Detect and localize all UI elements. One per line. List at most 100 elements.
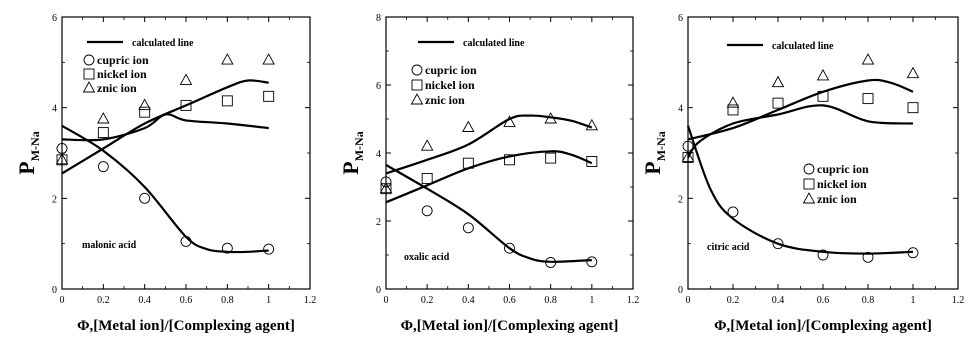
triangle-point (861, 53, 875, 65)
chart-panel-2: 0 0.2 0.4 0.6 0.8 1 1.2 0 2 4 6 8 Φ,[Metal ion]/[Com… (338, 13, 639, 334)
x-tick-label: 0 (384, 295, 389, 306)
triangle-point (379, 181, 393, 194)
x-tick-label: 0 (686, 295, 691, 306)
x-tick-label: 1 (266, 295, 271, 306)
square-point (682, 152, 694, 163)
square-point (772, 97, 784, 109)
triangle-legend-icon (82, 81, 96, 93)
x-tick-label: 0.4 (462, 295, 475, 306)
circle-point (727, 206, 739, 218)
triangle-point (55, 152, 69, 165)
triangle-point (262, 53, 275, 65)
square-point (263, 90, 275, 102)
triangle-point (544, 112, 557, 124)
square-point (907, 102, 919, 114)
calculated-curve-3 (61, 79, 269, 175)
x-tick-label: 0.2 (97, 295, 110, 306)
x-tick-label: 1.2 (627, 295, 640, 306)
y-tick-label: 6 (376, 81, 381, 92)
circle-point (180, 235, 192, 247)
square-point (862, 93, 874, 105)
circle-point (586, 256, 598, 268)
triangle-point (97, 112, 110, 124)
square-point (380, 183, 392, 195)
square-point (421, 173, 433, 184)
x-tick-label: 0 (60, 295, 65, 306)
acid-annotation: malonic acid (82, 240, 137, 251)
calculated-curve-1 (686, 125, 914, 255)
calculated-curve-2 (61, 113, 269, 142)
calculated-curve-2 (385, 114, 593, 175)
legend-label: nickel ion (425, 78, 475, 92)
calculated-curve-1 (385, 163, 592, 263)
triangle-legend-icon (802, 192, 816, 204)
legend-item-triangle: znic ion (82, 81, 137, 95)
circle-point (817, 249, 829, 261)
x-tick-label: 0.4 (138, 295, 151, 306)
triangle-point (726, 96, 740, 108)
calculated-curve-1 (61, 124, 269, 254)
circle-legend-icon (83, 54, 95, 66)
triangle-point (906, 66, 920, 79)
square-legend-icon (803, 178, 815, 190)
x-tick-label: 0.8 (862, 295, 875, 306)
x-tick-label: 0.8 (221, 295, 234, 306)
chart-panel-1: 0 0.2 0.4 0.6 0.8 1 1.2 0 2 4 6 Φ,[Metal ion]/[Comp… (14, 13, 316, 334)
square-point (221, 95, 233, 107)
triangle-point (179, 73, 193, 85)
circle-point (221, 242, 233, 254)
square-point (504, 154, 515, 166)
circle-point (772, 238, 784, 250)
y-tick-label: 4 (678, 104, 683, 115)
x-tick-label: 1.2 (952, 295, 965, 306)
calculated-curve-3 (687, 78, 914, 141)
legend-label: nickel ion (97, 67, 147, 81)
square-point (97, 127, 109, 139)
circle-point (380, 176, 392, 188)
legend-item-circle: cupric ion (83, 53, 149, 67)
x-tick-label: 0.2 (421, 295, 434, 306)
legend-item-triangle: znic ion (410, 93, 465, 107)
square-point (139, 106, 151, 118)
x-tick-label: 0.6 (180, 295, 193, 306)
acid-annotation: oxalic acid (404, 252, 450, 263)
triangle-point (420, 139, 434, 151)
square-legend-icon (411, 79, 423, 91)
triangle-point (138, 98, 151, 110)
y-tick-label: 2 (52, 194, 57, 205)
legend-calculated-line: calculated line (132, 38, 194, 49)
circle-point (862, 251, 874, 263)
x-tick-label: 0.6 (817, 295, 830, 306)
y-tick-label: 2 (678, 194, 683, 205)
legend-label: cupric ion (97, 53, 149, 67)
triangle-point (503, 115, 516, 127)
square-point (727, 104, 739, 116)
triangle-point (816, 68, 830, 81)
y-tick-label: 6 (52, 13, 57, 24)
y-axis-label: PM-Na (640, 131, 668, 174)
x-axis-label: Φ,[Metal ion]/[Complexing agent] (401, 318, 619, 334)
legend-label: znic ion (97, 81, 137, 95)
legend-calculated-line: calculated line (463, 38, 525, 49)
circle-point (263, 243, 275, 255)
triangle-point (462, 120, 475, 132)
y-tick-label: 0 (678, 285, 683, 296)
y-tick-label: 4 (52, 104, 57, 115)
y-tick-label: 2 (376, 217, 381, 228)
y-axis-label: PM-Na (14, 131, 42, 174)
legend-item-square: nickel ion (411, 78, 475, 92)
square-legend-icon (83, 68, 95, 80)
x-tick-label: 1 (911, 295, 916, 306)
y-axis-label: PM-Na (338, 131, 366, 174)
x-tick-label: 0.4 (772, 295, 785, 306)
square-point (462, 157, 474, 169)
y-tick-label: 6 (678, 13, 683, 24)
x-axis-label: Φ,[Metal ion]/[Complexing agent] (714, 318, 932, 334)
circle-legend-icon (803, 163, 815, 175)
legend-calculated-line: calculated line (772, 41, 834, 52)
triangle-point (221, 53, 234, 65)
legend-item-circle: cupric ion (411, 63, 477, 77)
y-tick-label: 4 (376, 149, 381, 160)
circle-point (139, 192, 151, 204)
